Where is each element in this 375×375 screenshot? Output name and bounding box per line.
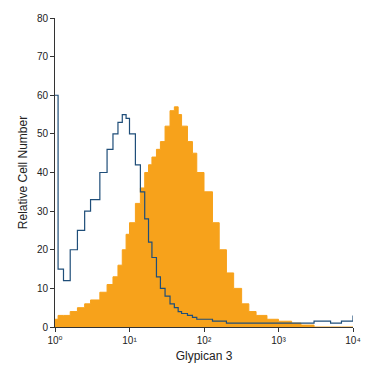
svg-text:40: 40 xyxy=(37,167,49,178)
svg-text:10²: 10² xyxy=(197,335,212,346)
svg-text:20: 20 xyxy=(37,244,49,255)
svg-text:30: 30 xyxy=(37,206,49,217)
svg-text:0: 0 xyxy=(42,322,48,333)
svg-text:10¹: 10¹ xyxy=(122,335,137,346)
svg-text:10³: 10³ xyxy=(271,335,286,346)
svg-text:Relative Cell Number: Relative Cell Number xyxy=(16,116,30,229)
svg-text:10⁴: 10⁴ xyxy=(345,335,360,346)
svg-text:10⁰: 10⁰ xyxy=(47,335,62,346)
svg-text:10: 10 xyxy=(37,283,49,294)
svg-text:60: 60 xyxy=(37,90,49,101)
svg-text:50: 50 xyxy=(37,128,49,139)
svg-text:80: 80 xyxy=(37,13,49,24)
svg-text:Glypican 3: Glypican 3 xyxy=(176,349,233,363)
svg-text:70: 70 xyxy=(37,51,49,62)
